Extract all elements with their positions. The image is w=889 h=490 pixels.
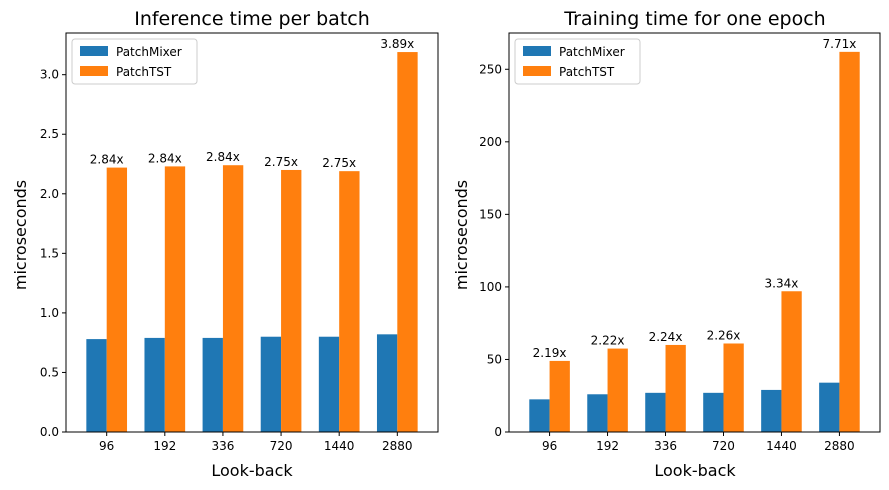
bar-patchtst-336	[665, 344, 686, 432]
x-tick-label: 2880	[382, 439, 413, 453]
y-tick-label: 1.0	[40, 306, 59, 320]
x-tick-label: 96	[542, 439, 557, 453]
bar-patchmixer-1440	[318, 336, 340, 432]
x-tick-label: 720	[270, 439, 293, 453]
y-tick-label: 2.5	[40, 127, 59, 141]
bar-annotation: 2.75x	[264, 155, 298, 169]
bar-patchtst-720	[281, 169, 302, 432]
bar-patchtst-336	[222, 165, 244, 432]
y-tick-label: 2.0	[40, 187, 59, 201]
y-axis-title: microseconds	[11, 180, 30, 290]
plot-frame	[65, 32, 439, 433]
bar-patchmixer-2880	[376, 334, 398, 432]
bar-patchmixer-336	[202, 337, 223, 432]
bar-patchtst-96	[549, 360, 570, 432]
bar-annotation: 2.84x	[206, 150, 240, 164]
bar-patchtst-192	[164, 166, 186, 432]
y-tick-label: 0	[494, 425, 502, 439]
x-axis-title: Look-back	[211, 461, 293, 480]
bar-annotation: 2.24x	[649, 330, 683, 344]
plot-frame	[508, 32, 881, 433]
bar-patchmixer-720	[260, 336, 282, 432]
legend-label-patchmixer: PatchMixer	[559, 45, 625, 59]
bar-patchmixer-1440	[761, 389, 782, 432]
y-tick-label: 250	[479, 62, 502, 76]
x-tick-label: 2880	[824, 439, 855, 453]
bar-annotation: 2.26x	[707, 328, 741, 342]
bar-annotation: 2.19x	[533, 346, 567, 360]
y-tick-label: 200	[479, 135, 502, 149]
legend-label-patchtst: PatchTST	[116, 65, 172, 79]
x-tick-label: 1440	[324, 439, 355, 453]
x-tick-label: 336	[654, 439, 677, 453]
chart-title: Training time for one epoch	[563, 8, 825, 30]
y-tick-label: 100	[479, 280, 502, 294]
bar-patchmixer-336	[645, 392, 666, 432]
y-tick-label: 0.0	[40, 425, 59, 439]
bar-annotation: 2.84x	[148, 151, 182, 165]
bar-patchtst-2880	[839, 51, 860, 433]
bar-annotation: 2.75x	[322, 156, 356, 170]
legend-swatch-patchmixer	[523, 46, 551, 56]
bar-annotation: 3.34x	[765, 276, 799, 290]
x-axis-title: Look-back	[654, 461, 736, 480]
x-tick-label: 96	[99, 439, 114, 453]
y-tick-label: 50	[487, 352, 502, 366]
legend-swatch-patchtst	[80, 66, 108, 76]
bar-patchmixer-96	[86, 339, 107, 432]
x-tick-label: 192	[153, 439, 176, 453]
bar-patchtst-192	[607, 348, 628, 432]
y-tick-label: 1.5	[40, 246, 59, 260]
y-axis-title: microseconds	[452, 180, 471, 290]
bar-patchtst-2880	[397, 52, 418, 433]
y-tick-label: 150	[479, 207, 502, 221]
bar-patchtst-96	[106, 167, 128, 432]
chart-training: Training time for one epoch microseconds…	[452, 8, 881, 480]
bar-annotation: 7.71x	[823, 37, 857, 51]
bar-annotation: 2.22x	[591, 334, 625, 348]
legend-swatch-patchtst	[523, 66, 551, 76]
chart-inference: Inference time per batch microseconds Lo…	[11, 8, 439, 480]
bar-patchmixer-192	[144, 337, 165, 432]
x-tick-label: 720	[712, 439, 735, 453]
bar-patchmixer-720	[703, 392, 724, 432]
bar-patchmixer-2880	[819, 382, 840, 432]
bar-annotation: 3.89x	[380, 37, 414, 51]
legend-swatch-patchmixer	[80, 46, 108, 56]
x-tick-label: 1440	[766, 439, 797, 453]
x-tick-label: 192	[596, 439, 619, 453]
bar-annotation: 2.84x	[90, 153, 124, 167]
y-tick-label: 0.5	[40, 365, 59, 379]
legend-label-patchtst: PatchTST	[559, 65, 615, 79]
legend-label-patchmixer: PatchMixer	[116, 45, 182, 59]
bar-patchtst-720	[723, 343, 744, 432]
bar-patchmixer-192	[587, 394, 608, 432]
bar-patchtst-1440	[339, 171, 360, 432]
chart-title: Inference time per batch	[134, 8, 370, 30]
bar-patchtst-1440	[781, 291, 802, 432]
x-tick-label: 336	[211, 439, 234, 453]
y-tick-label: 3.0	[40, 68, 59, 82]
bar-patchmixer-96	[529, 399, 550, 432]
